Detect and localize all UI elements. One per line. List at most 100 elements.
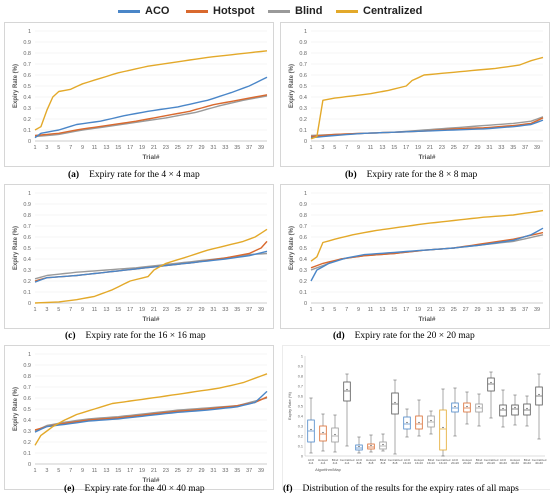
y-tick-label: 0.3 bbox=[299, 106, 307, 112]
box-body bbox=[355, 444, 363, 451]
series-line-aco bbox=[310, 227, 544, 282]
legend-item-blind: Blind bbox=[268, 2, 323, 20]
y-tick-label: 0.3 bbox=[23, 429, 31, 435]
y-tick-label: 0.8 bbox=[23, 51, 31, 57]
x-tick-label: 3 bbox=[45, 468, 48, 474]
caption-d-text: Expiry rate for the 20 × 20 map bbox=[354, 331, 475, 341]
y-tick-label: 0.3 bbox=[23, 268, 31, 274]
x-tick-label: 39 bbox=[258, 145, 264, 151]
x-tick-label: 15 bbox=[391, 307, 397, 313]
caption-b: (b) Expiry rate for the 8 × 8 map bbox=[345, 170, 477, 180]
y-tick-label: 1 bbox=[304, 29, 307, 35]
x-tick-label: 11 bbox=[92, 307, 98, 313]
x-tick-label: 5 bbox=[57, 468, 60, 474]
box-body bbox=[427, 415, 435, 428]
box-mean-marker bbox=[322, 431, 324, 434]
box-group-label: Centralized 20x20 bbox=[484, 458, 499, 465]
x-tick-label: 3 bbox=[45, 145, 48, 151]
y-tick-label: 0.6 bbox=[23, 396, 31, 402]
y-tick-label: 0.1 bbox=[299, 128, 307, 134]
x-tick-label: 7 bbox=[69, 307, 72, 313]
x-tick-label: 17 bbox=[403, 145, 409, 151]
x-tick-label: 25 bbox=[451, 145, 457, 151]
x-axis-title: Trial# bbox=[143, 477, 160, 484]
y-tick-label: 0.1 bbox=[23, 290, 31, 296]
box-mean-marker bbox=[310, 428, 312, 431]
x-tick-label: 13 bbox=[103, 468, 109, 474]
y-tick-label: 1 bbox=[28, 29, 31, 35]
series-line-centralized bbox=[310, 56, 544, 140]
x-tick-label: 23 bbox=[163, 468, 169, 474]
y-axis-title: Expiry Rate (%) bbox=[287, 391, 292, 420]
y-tick-label: 0.1 bbox=[23, 128, 31, 134]
y-tick-label: 0.4 bbox=[23, 418, 31, 424]
y-tick-label: 0.4 bbox=[298, 415, 303, 419]
x-tick-label: 9 bbox=[357, 145, 360, 151]
y-tick-label: 0.8 bbox=[23, 213, 31, 219]
box-mean-marker bbox=[346, 388, 348, 391]
x-tick-label: 21 bbox=[151, 468, 157, 474]
x-axis-title: Trial# bbox=[419, 154, 436, 161]
legend-label-blind: Blind bbox=[295, 5, 323, 17]
y-axis-title: Expiry Rate (%) bbox=[13, 64, 19, 108]
x-tick-label: 11 bbox=[368, 145, 374, 151]
y-tick-label: 0 bbox=[28, 462, 31, 468]
box-body bbox=[391, 392, 399, 415]
x-tick-label: 1 bbox=[33, 468, 36, 474]
x-tick-label: 27 bbox=[187, 307, 193, 313]
box-group-label: ACO 16x16 bbox=[403, 458, 411, 465]
series-line-aco bbox=[34, 76, 268, 139]
y-tick-label: 0.4 bbox=[299, 95, 307, 101]
x-tick-label: 5 bbox=[333, 145, 336, 151]
box-mean-marker bbox=[370, 444, 372, 447]
y-axis-title: Expiry Rate (%) bbox=[289, 226, 295, 270]
y-tick-label: 1 bbox=[301, 355, 303, 359]
y-tick-label: 0.3 bbox=[298, 425, 303, 429]
x-tick-label: 5 bbox=[333, 307, 336, 313]
x-tick-label: 33 bbox=[222, 468, 228, 474]
box-group-label: Centralized 4x4 bbox=[340, 458, 355, 465]
y-tick-label: 0.6 bbox=[298, 395, 303, 399]
x-tick-label: 7 bbox=[69, 468, 72, 474]
series-line-centralized bbox=[34, 50, 268, 131]
y-tick-label: 0.2 bbox=[299, 279, 307, 285]
legend-label-centralized: Centralized bbox=[363, 5, 423, 17]
x-tick-label: 7 bbox=[69, 145, 72, 151]
x-tick-label: 19 bbox=[415, 307, 421, 313]
box-group-label: Hotspot 16x16 bbox=[414, 458, 424, 465]
y-tick-label: 0 bbox=[304, 301, 307, 307]
box-group-label: Hotspot 4x4 bbox=[318, 458, 328, 465]
legend-item-hotspot: Hotspot bbox=[186, 2, 255, 20]
y-tick-label: 0.8 bbox=[23, 374, 31, 380]
box-group-label: Centralized 16x16 bbox=[436, 458, 451, 465]
y-tick-label: 0.2 bbox=[23, 279, 31, 285]
y-tick-label: 0.4 bbox=[299, 257, 307, 263]
y-axis-title: Expiry Rate (%) bbox=[289, 64, 295, 108]
y-tick-label: 1 bbox=[28, 352, 31, 358]
x-tick-label: 29 bbox=[199, 307, 205, 313]
box-group-label: Hotspot 8x8 bbox=[366, 458, 376, 465]
box-mean-marker bbox=[538, 393, 540, 396]
x-tick-label: 29 bbox=[199, 145, 205, 151]
caption-c-letter: (c) bbox=[65, 331, 76, 341]
box-group-label: ACO 8x8 bbox=[356, 458, 363, 465]
x-tick-label: 15 bbox=[391, 145, 397, 151]
y-tick-label: 0.5 bbox=[23, 407, 31, 413]
expiry-chart-8x8: 00.10.20.30.40.50.60.70.80.911 3 5 7 9 11 13 15… bbox=[289, 29, 544, 161]
x-tick-label: 35 bbox=[234, 307, 240, 313]
box-mean-marker bbox=[454, 405, 456, 408]
x-tick-label: 35 bbox=[510, 307, 516, 313]
chart-panel-f: 0 0.1 0.2 0.3 0.4 0.5 0.6 0.7 0.8 0.9 1 ACO 4x4 Hotsp… bbox=[282, 345, 550, 490]
y-tick-label: 0.9 bbox=[23, 40, 31, 46]
x-tick-label: 5 bbox=[57, 145, 60, 151]
x-tick-label: 3 bbox=[321, 307, 324, 313]
box-group-label: Blind 8x8 bbox=[380, 458, 387, 465]
x-tick-label: 13 bbox=[379, 307, 385, 313]
box-group-label: Blind 16x16 bbox=[427, 458, 435, 465]
box-group-label: Blind 4x4 bbox=[332, 458, 339, 465]
caption-a-text: Expiry rate for the 4 × 4 map bbox=[89, 170, 200, 180]
x-tick-label: 1 bbox=[309, 145, 312, 151]
x-tick-label: 35 bbox=[510, 145, 516, 151]
x-tick-label: 11 bbox=[368, 307, 374, 313]
box-body bbox=[499, 404, 507, 417]
